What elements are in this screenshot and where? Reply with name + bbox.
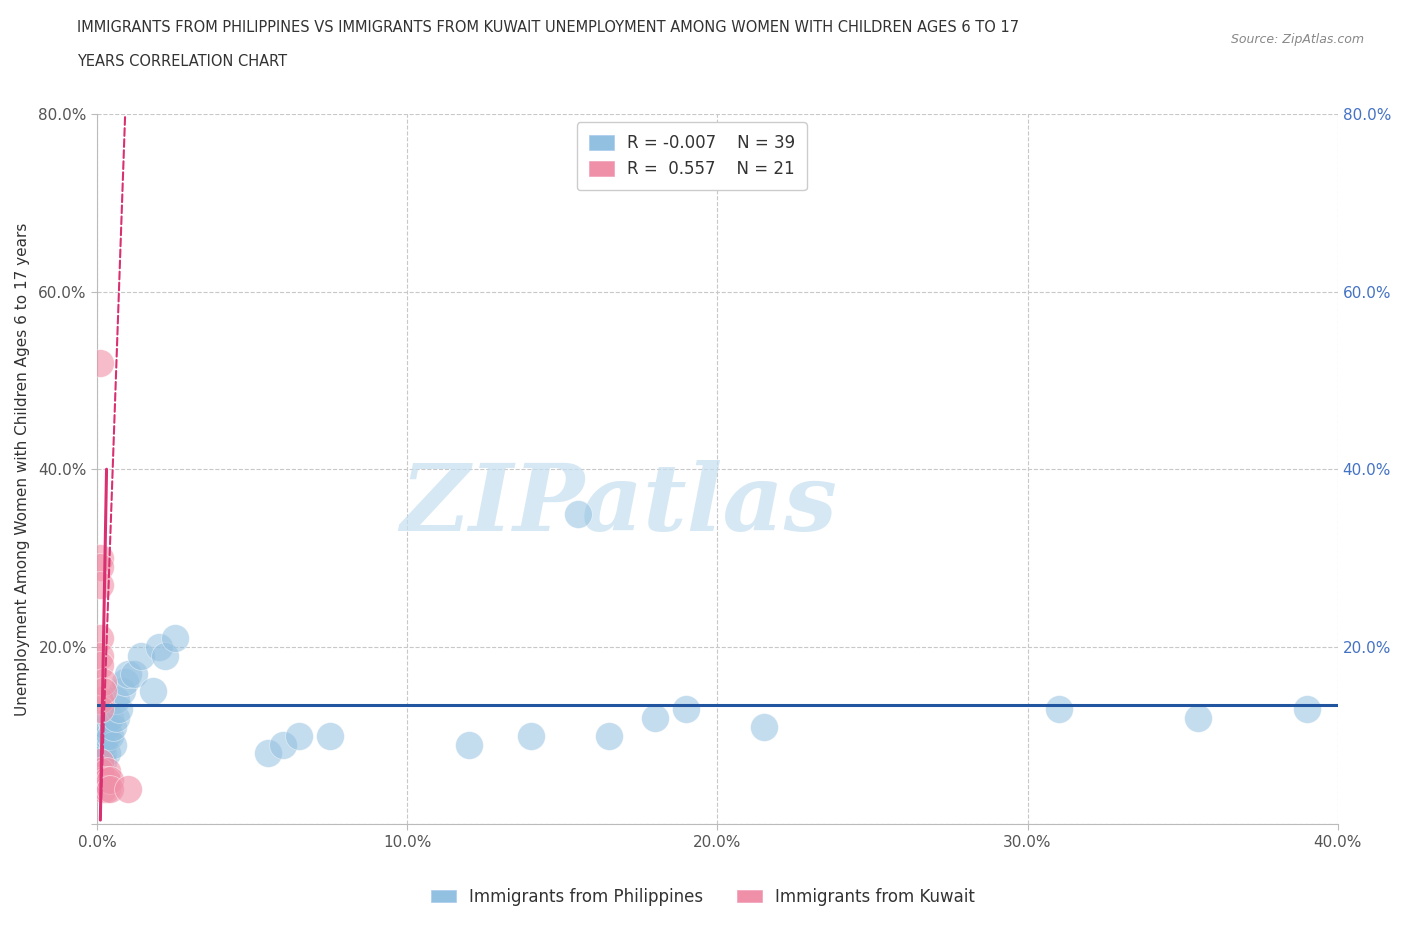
Point: [93, 781, 115, 796]
Point: [1295, 701, 1317, 716]
Point: [108, 701, 131, 716]
Point: [644, 711, 666, 725]
Point: [93, 675, 115, 690]
Point: [96, 764, 118, 778]
Legend: Immigrants from Philippines, Immigrants from Kuwait: Immigrants from Philippines, Immigrants …: [425, 881, 981, 912]
Point: [271, 737, 294, 752]
Point: [89, 764, 111, 778]
Point: [117, 781, 139, 796]
Point: [93, 755, 115, 770]
Point: [98, 773, 121, 788]
Point: [89, 648, 111, 663]
Point: [89, 701, 111, 716]
Text: IMMIGRANTS FROM PHILIPPINES VS IMMIGRANTS FROM KUWAIT UNEMPLOYMENT AMONG WOMEN W: IMMIGRANTS FROM PHILIPPINES VS IMMIGRANT…: [77, 20, 1019, 35]
Point: [124, 666, 146, 681]
Point: [93, 737, 115, 752]
Point: [98, 711, 121, 725]
Point: [1187, 711, 1209, 725]
Point: [96, 728, 118, 743]
Point: [89, 355, 111, 370]
Point: [96, 746, 118, 761]
Point: [89, 773, 111, 788]
Y-axis label: Unemployment Among Women with Children Ages 6 to 17 years: Unemployment Among Women with Children A…: [15, 222, 30, 716]
Point: [319, 728, 342, 743]
Point: [101, 737, 124, 752]
Point: [104, 711, 127, 725]
Point: [93, 746, 115, 761]
Point: [89, 755, 111, 770]
Point: [1047, 701, 1070, 716]
Point: [567, 506, 589, 521]
Point: [163, 631, 186, 645]
Point: [101, 719, 124, 734]
Point: [114, 675, 136, 690]
Point: [89, 551, 111, 565]
Text: ZIPatlas: ZIPatlas: [399, 459, 837, 550]
Point: [155, 648, 177, 663]
Point: [89, 631, 111, 645]
Point: [89, 755, 111, 770]
Point: [93, 773, 115, 788]
Point: [89, 560, 111, 575]
Text: YEARS CORRELATION CHART: YEARS CORRELATION CHART: [77, 54, 287, 69]
Point: [752, 719, 775, 734]
Point: [96, 773, 118, 788]
Point: [104, 693, 127, 708]
Point: [89, 693, 111, 708]
Point: [148, 640, 170, 655]
Point: [117, 666, 139, 681]
Point: [142, 684, 165, 698]
Point: [98, 728, 121, 743]
Point: [256, 746, 278, 761]
Point: [96, 719, 118, 734]
Point: [96, 781, 118, 796]
Point: [89, 764, 111, 778]
Point: [675, 701, 697, 716]
Point: [520, 728, 543, 743]
Point: [598, 728, 620, 743]
Point: [89, 658, 111, 672]
Legend: R = -0.007    N = 39, R =  0.557    N = 21: R = -0.007 N = 39, R = 0.557 N = 21: [576, 123, 807, 190]
Text: Source: ZipAtlas.com: Source: ZipAtlas.com: [1230, 33, 1364, 46]
Point: [93, 684, 115, 698]
Point: [111, 684, 134, 698]
Point: [458, 737, 481, 752]
Point: [89, 578, 111, 592]
Point: [288, 728, 311, 743]
Point: [129, 648, 152, 663]
Point: [98, 781, 121, 796]
